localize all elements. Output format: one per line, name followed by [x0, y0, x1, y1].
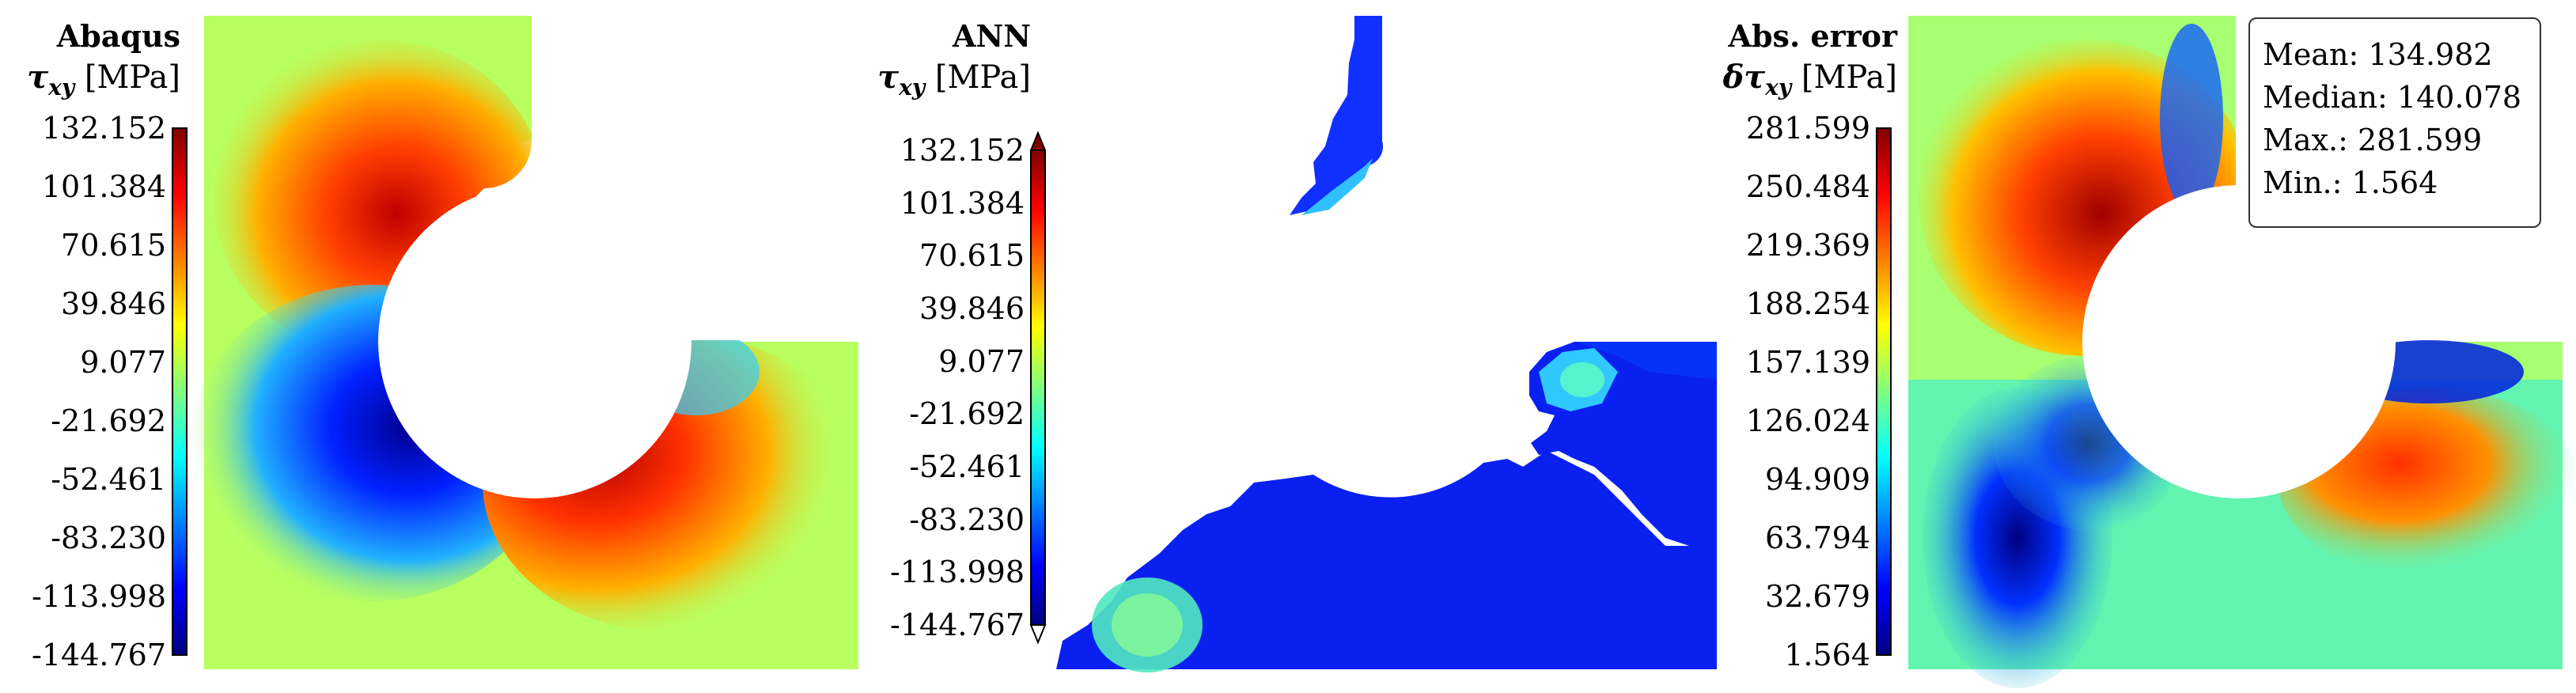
colorbar-tick-label: 9.077 — [80, 345, 166, 380]
abaqus-colorbar — [172, 127, 188, 656]
abaqus-domain — [190, 0, 864, 669]
abs-error-title: Abs. error — [1728, 18, 1898, 54]
colorbar-tick-label: -113.998 — [890, 555, 1025, 590]
colorbar-tick-label: -83.230 — [909, 502, 1025, 537]
colorbar-tick-label: -21.692 — [51, 403, 166, 438]
colorbar-tick-label: 132.152 — [41, 111, 166, 146]
colorbar-tick-label: 32.679 — [1765, 579, 1870, 614]
abs-error-quantity-label: δτxy [MPa] — [1722, 59, 1897, 101]
colorbar-tick-label: 1.564 — [1784, 638, 1870, 672]
abaqus-title: Abaqus — [56, 18, 180, 54]
colorbar-tick-label: 126.024 — [1745, 403, 1870, 438]
stat-median: Median: 140.078 — [2263, 80, 2522, 115]
abaqus-field-plot — [172, 0, 864, 669]
colorbar-tick-label: 132.152 — [900, 133, 1025, 168]
ann-colorbar — [1029, 131, 1047, 645]
abs-error-colorbar — [1876, 127, 1892, 656]
ann-title: ANN — [953, 18, 1031, 54]
colorbar-tick-label: 70.615 — [61, 228, 166, 263]
colorbar-tick-label: 219.369 — [1745, 228, 1870, 263]
abaqus-quantity-label: τxy [MPa] — [27, 59, 180, 101]
colorbar-tick-label: -83.230 — [51, 521, 166, 555]
stat-mean: Mean: 134.982 — [2263, 37, 2493, 72]
colorbar-tick-label: 70.615 — [919, 238, 1025, 274]
colorbar-tick-label: -52.461 — [909, 449, 1025, 484]
stat-min: Min.: 1.564 — [2263, 165, 2438, 200]
colorbar-tick-label: 94.909 — [1765, 462, 1870, 497]
abs-error-domain — [1908, 0, 2576, 688]
colorbar-tick-label: -144.767 — [890, 608, 1025, 642]
colorbar-tick-label: 281.599 — [1745, 111, 1870, 146]
colorbar-tick-label: 157.139 — [1745, 345, 1870, 380]
colorbar-tick-label: -21.692 — [909, 396, 1025, 432]
ann-quantity-label: τxy [MPa] — [877, 59, 1031, 101]
stat-max: Max.: 281.599 — [2263, 123, 2483, 157]
ann-panel: ANN τxy [MPa] 132.152 101.384 70.615 39.846… — [858, 0, 1717, 693]
colorbar-tick-label: 250.484 — [1745, 169, 1870, 204]
colorbar-tick-label: 63.794 — [1765, 521, 1870, 555]
ann-field-plot — [1029, 16, 1717, 672]
colorbar-tick-label: 188.254 — [1745, 286, 1870, 321]
abs-error-panel: Abs. error δτxy [MPa] 281.599 250.484 219.… — [1717, 0, 2576, 693]
colorbar-tick-label: 101.384 — [900, 185, 1025, 221]
colorbar-tick-label: 9.077 — [938, 343, 1025, 379]
colorbar-tick-label: -52.461 — [51, 462, 166, 497]
ann-domain — [1056, 16, 1717, 672]
error-statistics-box: Mean: 134.982 Median: 140.078 Max.: 281.… — [2248, 17, 2541, 228]
colorbar-tick-label: 101.384 — [41, 169, 166, 204]
abaqus-panel: Abaqus τxy [MPa] 132.152 101.384 70.615 39.… — [0, 0, 864, 693]
colorbar-tick-label: 39.846 — [61, 286, 166, 321]
colorbar-tick-label: 39.846 — [919, 291, 1025, 326]
colorbar-tick-label: -113.998 — [32, 579, 166, 614]
abs-error-field-plot — [1876, 0, 2576, 688]
colorbar-tick-label: -144.767 — [32, 638, 166, 672]
